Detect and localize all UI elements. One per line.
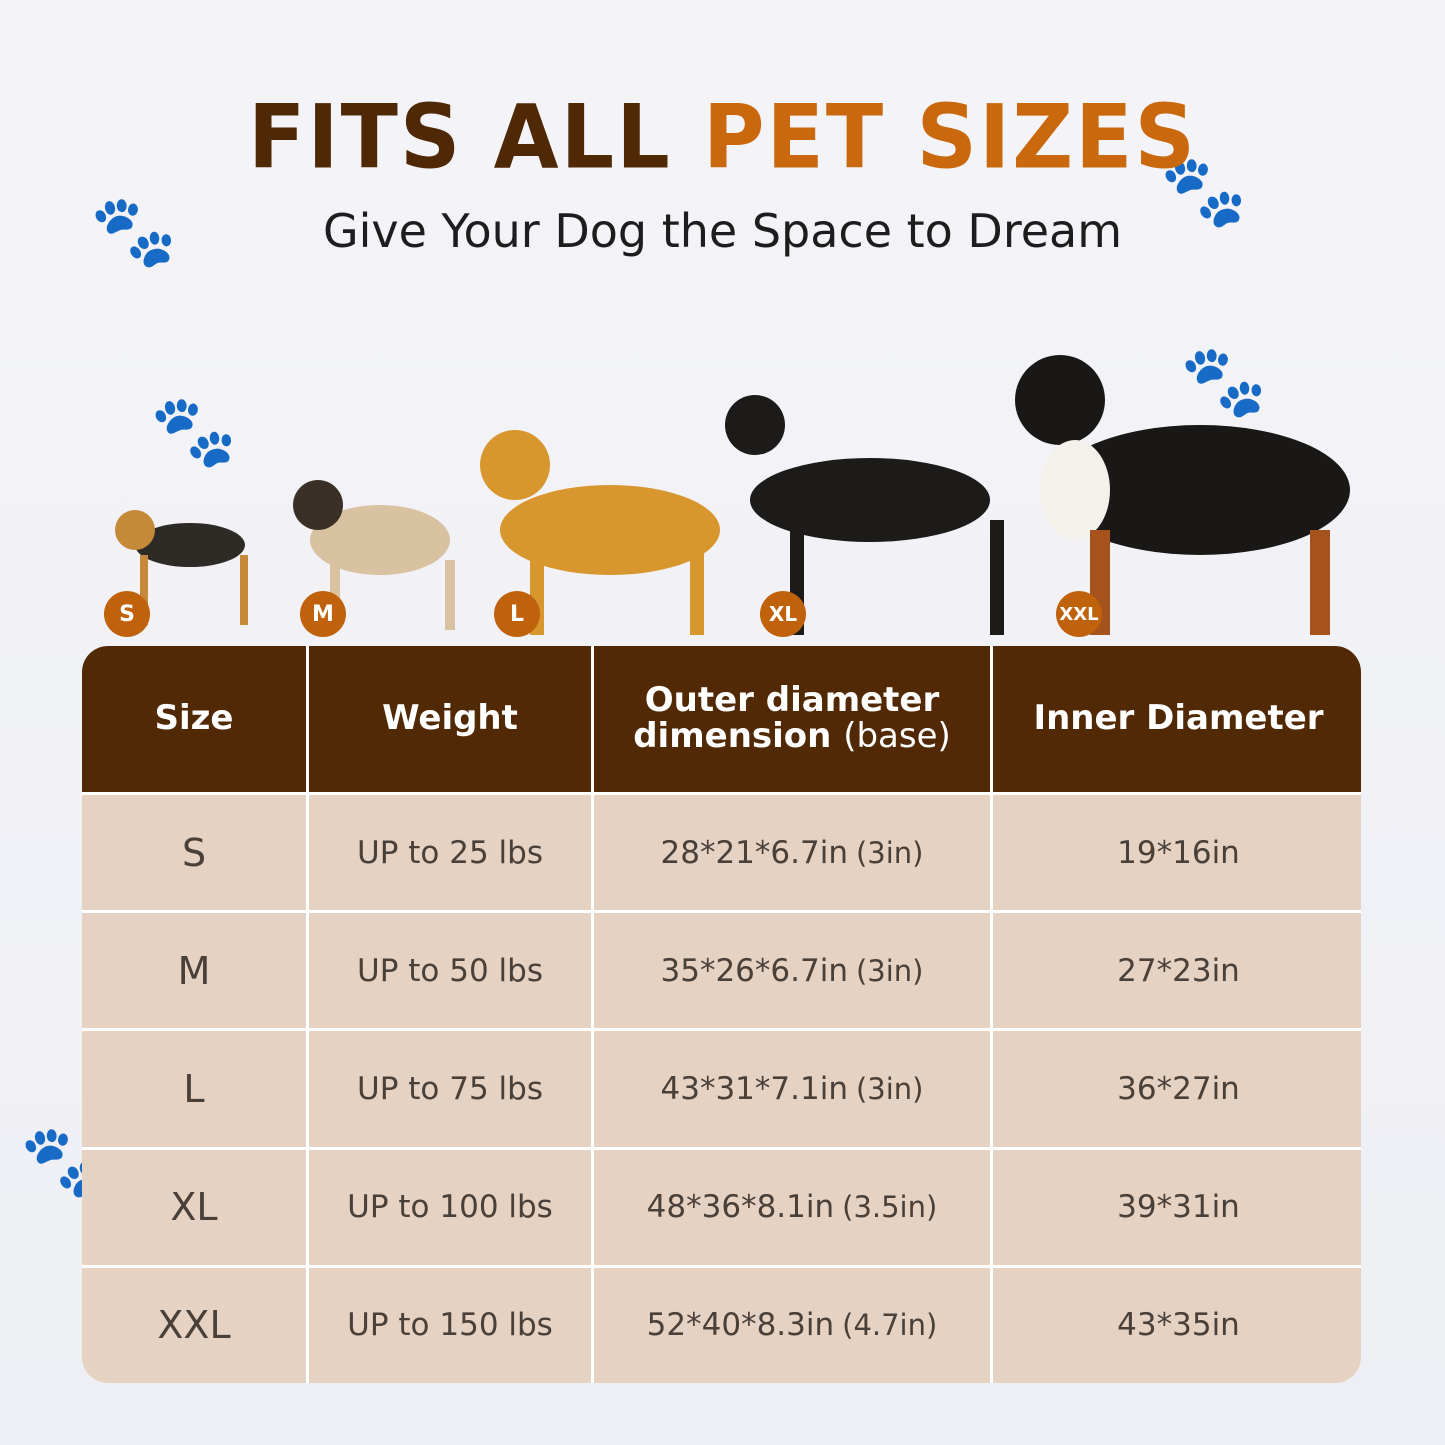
size-value: XXL bbox=[157, 1303, 231, 1348]
base-value: (3in) bbox=[855, 1071, 924, 1106]
outer-value: 43*31*7.1in bbox=[660, 1070, 848, 1107]
size-value: XL bbox=[170, 1185, 218, 1230]
yorkie-dog-image bbox=[115, 510, 248, 625]
cell-inner-diameter: 43*35in bbox=[993, 1267, 1361, 1383]
page-title: FITS ALL PET SIZES bbox=[0, 86, 1445, 189]
golden-retriever-dog-image bbox=[480, 430, 720, 635]
cell-weight: UP to 75 lbs bbox=[309, 1031, 591, 1147]
cell-size: XL bbox=[82, 1149, 306, 1265]
base-value: (3in) bbox=[855, 953, 924, 988]
cell-outer-dimension: 52*40*8.3in (4.7in) bbox=[594, 1267, 990, 1383]
inner-value: 39*31in bbox=[1117, 1189, 1240, 1226]
cell-inner-diameter: 19*16in bbox=[993, 795, 1361, 911]
inner-value: 43*35in bbox=[1117, 1307, 1240, 1344]
weight-value: UP to 25 lbs bbox=[357, 834, 543, 871]
size-badge-xxl: XXL bbox=[1056, 591, 1102, 637]
weight-value: UP to 100 lbs bbox=[347, 1189, 553, 1226]
cell-weight: UP to 25 lbs bbox=[309, 795, 591, 911]
size-value: S bbox=[181, 830, 207, 875]
size-badge-s: S bbox=[104, 591, 150, 637]
size-value: L bbox=[183, 1066, 205, 1111]
paw-print-icon: 🐾 bbox=[150, 390, 238, 472]
header-weight: Weight bbox=[309, 646, 591, 792]
paw-print-icon: 🐾 bbox=[90, 190, 178, 272]
size-badge-m: M bbox=[300, 591, 346, 637]
outer-value: 52*40*8.3in bbox=[646, 1307, 835, 1344]
header-outer-diameter: Outer diameter dimension (base) bbox=[594, 646, 990, 792]
inner-value: 36*27in bbox=[1117, 1070, 1240, 1107]
subtitle: Give Your Dog the Space to Dream bbox=[322, 204, 1123, 258]
cell-weight: UP to 150 lbs bbox=[309, 1267, 591, 1383]
inner-value: 27*23in bbox=[1117, 952, 1240, 989]
outer-value: 35*26*6.7in bbox=[660, 952, 848, 989]
weight-value: UP to 150 lbs bbox=[347, 1307, 553, 1344]
dog-sizes-illustration bbox=[115, 355, 1350, 635]
cell-size: S bbox=[82, 795, 306, 911]
header-outer-note: (base) bbox=[843, 716, 951, 756]
inner-value: 19*16in bbox=[1117, 834, 1240, 871]
cell-inner-diameter: 39*31in bbox=[993, 1149, 1361, 1265]
cell-outer-dimension: 48*36*8.1in (3.5in) bbox=[594, 1149, 990, 1265]
header-inner-diameter: Inner Diameter bbox=[993, 646, 1361, 792]
cell-outer-dimension: 28*21*6.7in (3in) bbox=[594, 795, 990, 911]
pug-dog-image bbox=[293, 480, 455, 630]
title-part2: PET SIZES bbox=[702, 85, 1198, 189]
cell-outer-dimension: 43*31*7.1in (3in) bbox=[594, 1031, 990, 1147]
title-part1: FITS ALL bbox=[247, 85, 672, 189]
cell-outer-dimension: 35*26*6.7in (3in) bbox=[594, 913, 990, 1029]
base-value: (4.7in) bbox=[842, 1308, 938, 1343]
size-badge-l: L bbox=[494, 591, 540, 637]
bernese-mountain-dog-image bbox=[1015, 355, 1350, 635]
paw-print-icon: 🐾 bbox=[1160, 150, 1248, 232]
cell-weight: UP to 50 lbs bbox=[309, 913, 591, 1029]
outer-value: 28*21*6.7in bbox=[660, 834, 848, 871]
cell-size: L bbox=[82, 1031, 306, 1147]
outer-value: 48*36*8.1in bbox=[646, 1189, 835, 1226]
cell-size: XXL bbox=[82, 1267, 306, 1383]
header-outer-line1: Outer diameter bbox=[644, 680, 940, 721]
size-badge-xl: XL bbox=[760, 591, 806, 637]
header-outer-line2: dimension bbox=[633, 716, 832, 756]
cell-weight: UP to 100 lbs bbox=[309, 1149, 591, 1265]
base-value: (3in) bbox=[855, 835, 924, 870]
size-value: M bbox=[177, 948, 211, 993]
cell-inner-diameter: 36*27in bbox=[993, 1031, 1361, 1147]
cell-size: M bbox=[82, 913, 306, 1029]
doberman-dog-image bbox=[725, 395, 1004, 635]
base-value: (3.5in) bbox=[842, 1190, 938, 1225]
size-chart-table: Size Weight Outer diameter dimension (bas… bbox=[82, 646, 1361, 1383]
paw-print-icon: 🐾 bbox=[1180, 340, 1268, 422]
weight-value: UP to 50 lbs bbox=[357, 952, 543, 989]
header-size: Size bbox=[82, 646, 306, 792]
weight-value: UP to 75 lbs bbox=[357, 1070, 543, 1107]
cell-inner-diameter: 27*23in bbox=[993, 913, 1361, 1029]
